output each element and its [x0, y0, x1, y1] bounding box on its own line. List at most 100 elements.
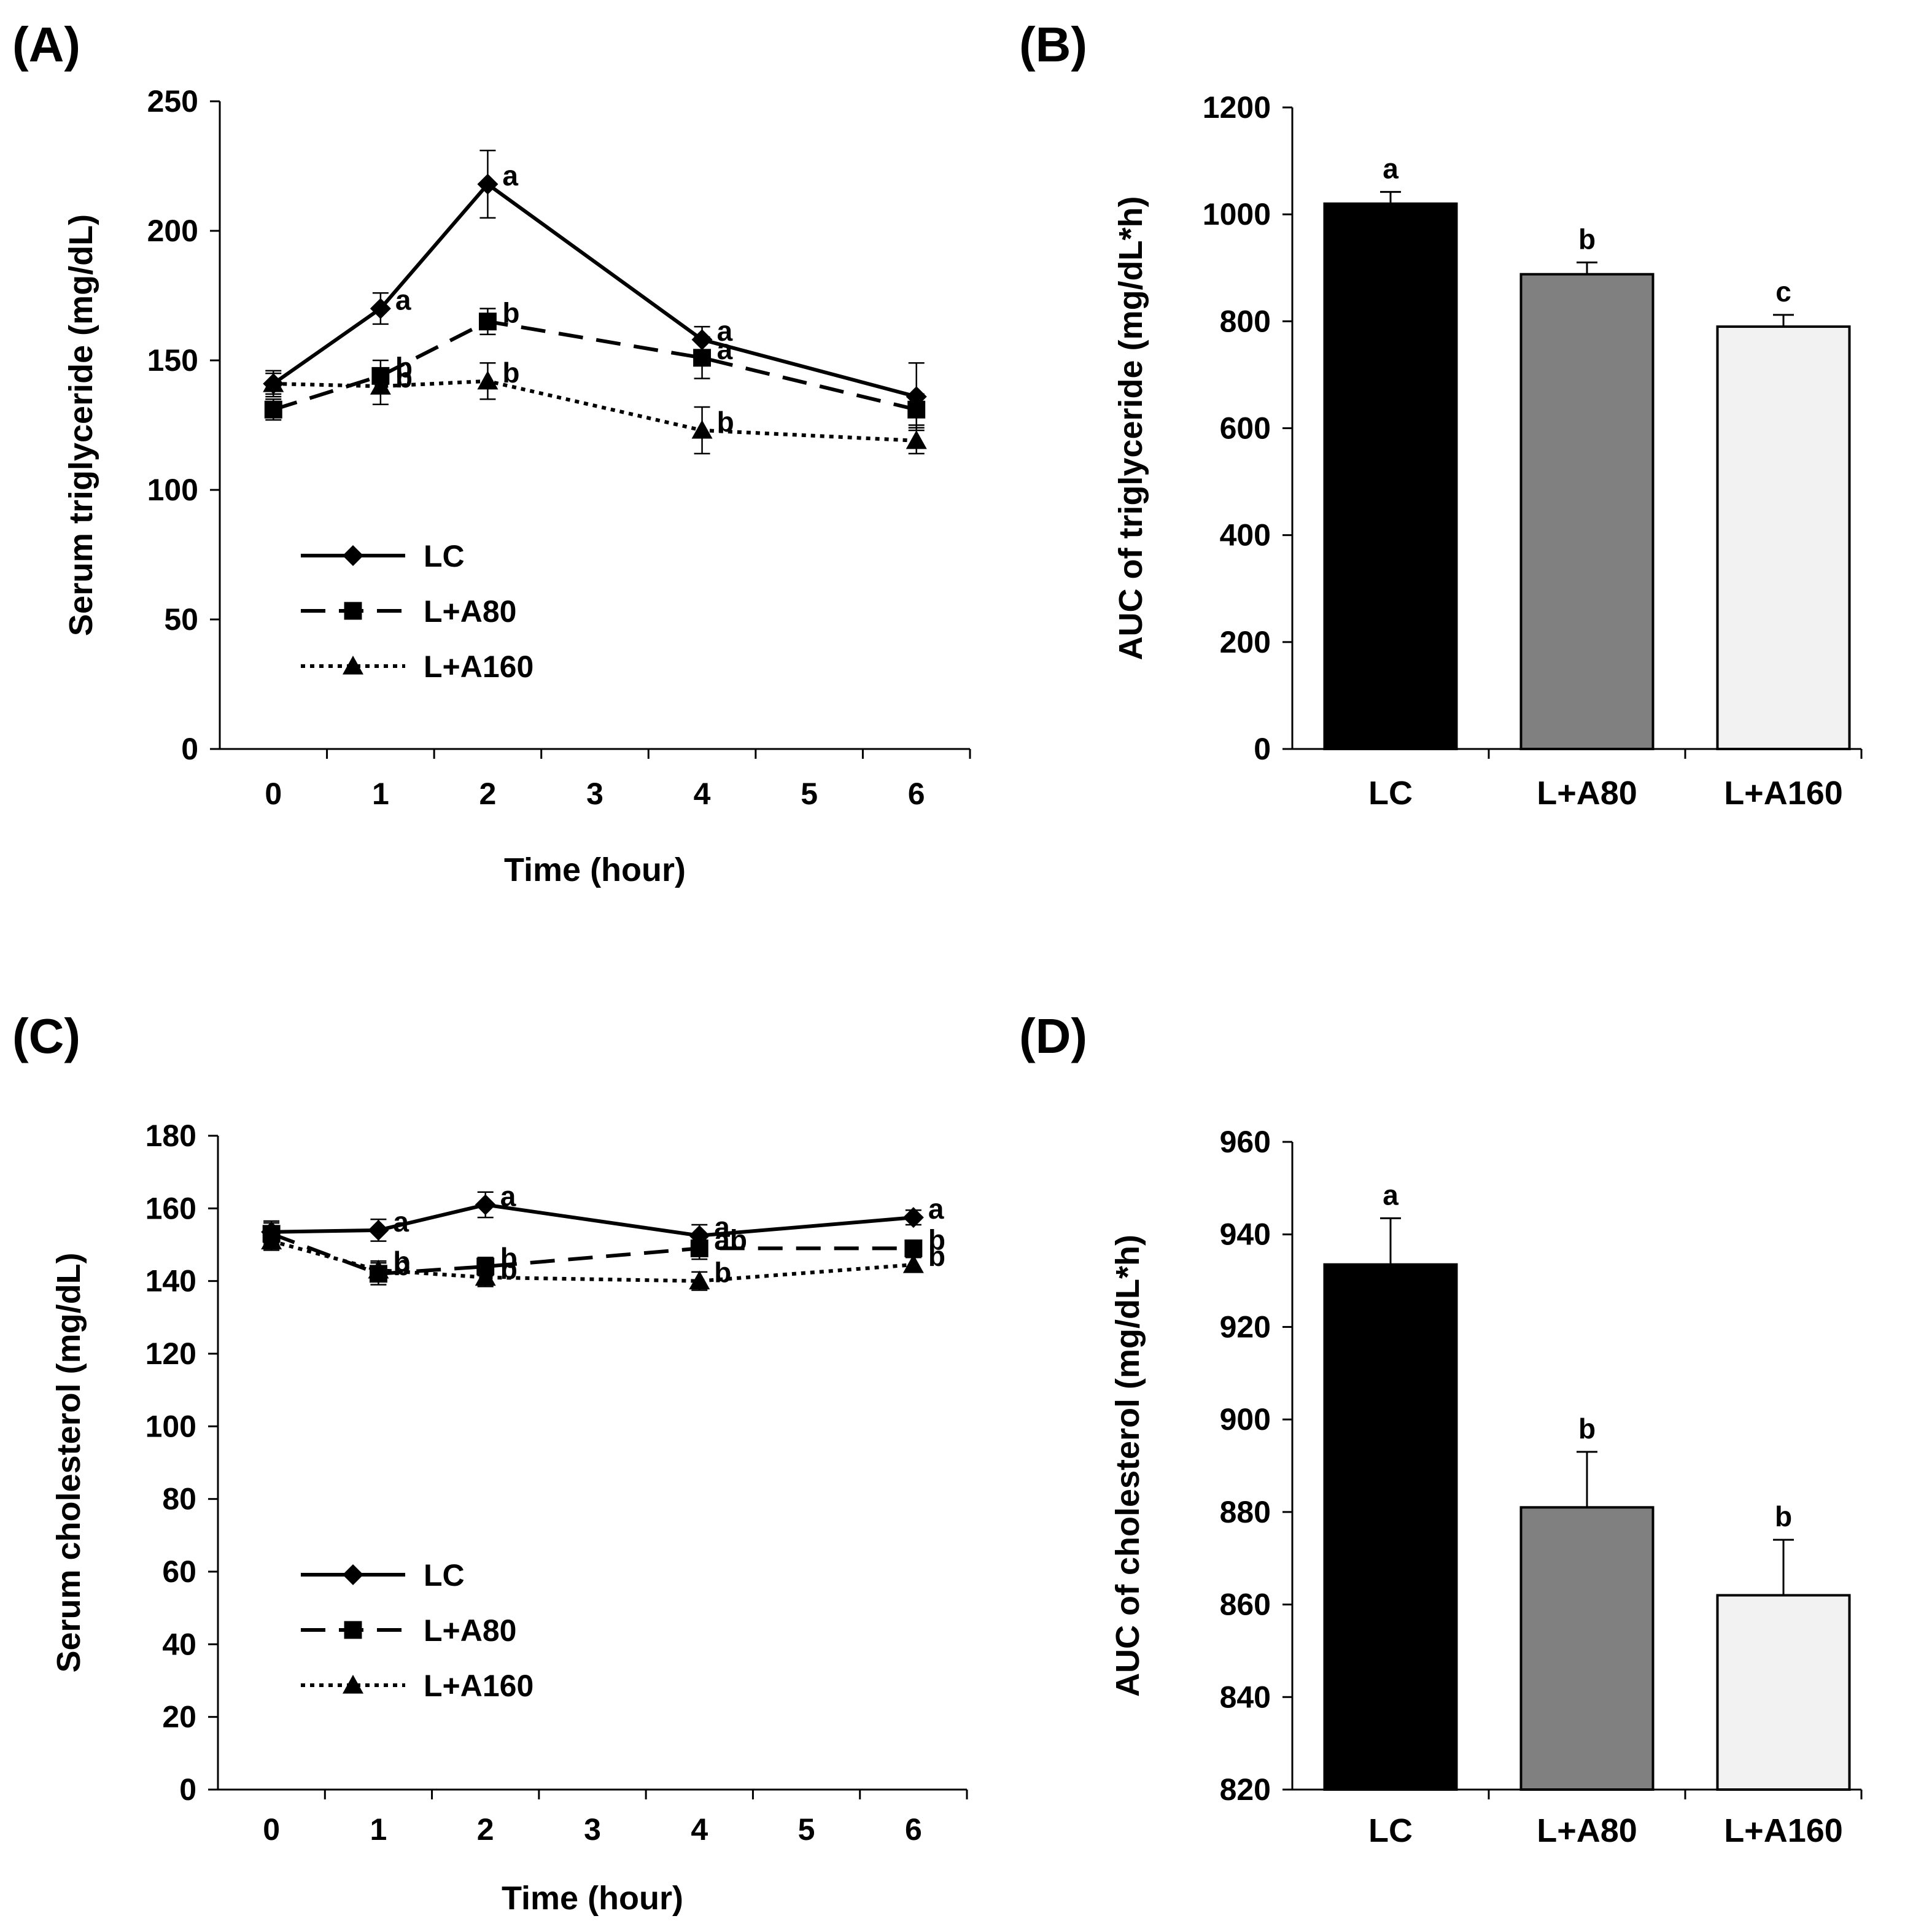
y-tick-label: 150	[147, 343, 198, 378]
x-axis-title: Time (hour)	[504, 852, 686, 888]
x-tick-label: 2	[477, 1812, 494, 1847]
legend-label: L+A80	[424, 594, 516, 629]
y-tick-label: 860	[1220, 1588, 1271, 1622]
x-tick-label: 3	[584, 1812, 601, 1847]
significance-letter: b	[1578, 223, 1596, 255]
legend-label: LC	[424, 539, 465, 573]
significance-letter: a	[393, 1206, 409, 1238]
y-tick-label: 20	[162, 1700, 196, 1734]
y-tick-label: 100	[147, 473, 198, 507]
category-label: L+A80	[1537, 775, 1637, 812]
significance-letter: a	[714, 1211, 730, 1243]
x-tick-label: 1	[372, 777, 389, 811]
data-point-diamond	[902, 1207, 924, 1228]
data-point-triangle	[691, 419, 713, 439]
y-tick-label: 880	[1220, 1495, 1271, 1529]
significance-letter: a	[717, 333, 733, 365]
y-tick-label: 50	[164, 602, 198, 637]
category-label: L+A160	[1724, 1812, 1843, 1849]
significance-letter: b	[714, 1257, 731, 1289]
significance-letter: a	[717, 315, 733, 347]
y-axis-title: Serum triglyceride (mg/dL)	[63, 214, 99, 636]
x-tick-label: 0	[265, 777, 282, 811]
y-tick-label: 0	[1254, 732, 1271, 766]
data-point-triangle	[368, 1259, 389, 1279]
legend-label: L+A160	[424, 650, 533, 684]
significance-letter: b	[393, 1249, 410, 1281]
y-tick-label: 1200	[1203, 90, 1271, 125]
y-tick-label: 140	[145, 1264, 196, 1298]
data-point-triangle	[475, 1267, 496, 1286]
y-tick-label: 160	[145, 1191, 196, 1225]
legend-marker-diamond	[343, 545, 363, 566]
panel-label: (C)	[12, 1009, 80, 1063]
x-tick-label: 2	[479, 777, 497, 811]
y-tick-label: 0	[179, 1772, 196, 1807]
y-tick-label: 200	[1220, 625, 1271, 659]
data-point-diamond	[370, 298, 391, 319]
y-tick-label: 400	[1220, 518, 1271, 553]
legend-marker-triangle	[343, 1675, 363, 1694]
y-tick-label: 820	[1220, 1772, 1271, 1807]
y-tick-label: 200	[147, 214, 198, 248]
category-label: L+A160	[1724, 775, 1843, 812]
y-tick-label: 840	[1220, 1680, 1271, 1714]
significance-letter: b	[395, 351, 413, 383]
y-axis-title: AUC of triglyceride (mg/dL*h)	[1112, 196, 1149, 660]
data-point-triangle	[370, 376, 391, 395]
significance-letter: a	[1383, 1179, 1399, 1211]
x-axis-title: Time (hour)	[502, 1880, 683, 1917]
significance-letter: b	[928, 1224, 945, 1255]
legend-marker-square	[344, 602, 362, 620]
data-point-triangle	[477, 370, 499, 390]
data-point-diamond	[477, 174, 499, 195]
significance-letter: a	[395, 284, 411, 316]
x-tick-label: 4	[694, 777, 711, 811]
y-axis-title: Serum cholesterol (mg/dL)	[50, 1252, 87, 1672]
y-tick-label: 600	[1220, 411, 1271, 446]
series-line-LC	[272, 181, 917, 398]
bar-LC	[1323, 1263, 1458, 1791]
data-point-triangle	[689, 1270, 710, 1290]
x-tick-label: 5	[798, 1812, 815, 1847]
data-point-square	[907, 400, 926, 419]
data-point-square	[478, 312, 497, 331]
panel-label: (B)	[1019, 17, 1087, 72]
bar-L+A80	[1519, 1506, 1655, 1791]
x-tick-label: 3	[586, 777, 603, 811]
significance-letter: a	[502, 160, 518, 192]
legend-label: L+A160	[424, 1669, 533, 1703]
significance-letter: b	[502, 297, 519, 329]
significance-letter: b	[395, 362, 413, 394]
x-tick-label: 4	[691, 1812, 708, 1847]
data-point-diamond	[475, 1194, 496, 1216]
y-tick-label: 180	[145, 1119, 196, 1153]
category-label: LC	[1368, 775, 1413, 812]
bar-L+A80	[1519, 273, 1655, 750]
significance-letter: a	[500, 1180, 516, 1212]
significance-letter: a	[1383, 153, 1399, 185]
x-tick-label: 0	[263, 1812, 280, 1847]
data-point-triangle	[263, 373, 284, 392]
bar-L+A160	[1716, 1594, 1851, 1791]
significance-letter: b	[717, 406, 734, 438]
y-tick-label: 100	[145, 1409, 196, 1443]
series-line-L+A160	[271, 1239, 914, 1283]
series-line-L+A80	[273, 319, 917, 412]
data-point-triangle	[902, 1254, 924, 1273]
legend-marker-triangle	[343, 656, 363, 675]
data-point-square	[264, 400, 282, 419]
significance-letter: b	[1775, 1500, 1792, 1532]
data-point-triangle	[906, 430, 927, 449]
significance-letter: c	[1775, 276, 1791, 308]
significance-letter: b	[1578, 1413, 1596, 1445]
legend-label: L+A80	[424, 1613, 516, 1648]
data-point-triangle	[261, 1230, 282, 1250]
bar-L+A160	[1716, 325, 1851, 750]
legend-label: LC	[424, 1558, 465, 1593]
significance-letter: b	[502, 357, 519, 389]
significance-letter: ab	[714, 1224, 747, 1255]
y-tick-label: 900	[1220, 1402, 1271, 1437]
y-tick-label: 940	[1220, 1217, 1271, 1252]
